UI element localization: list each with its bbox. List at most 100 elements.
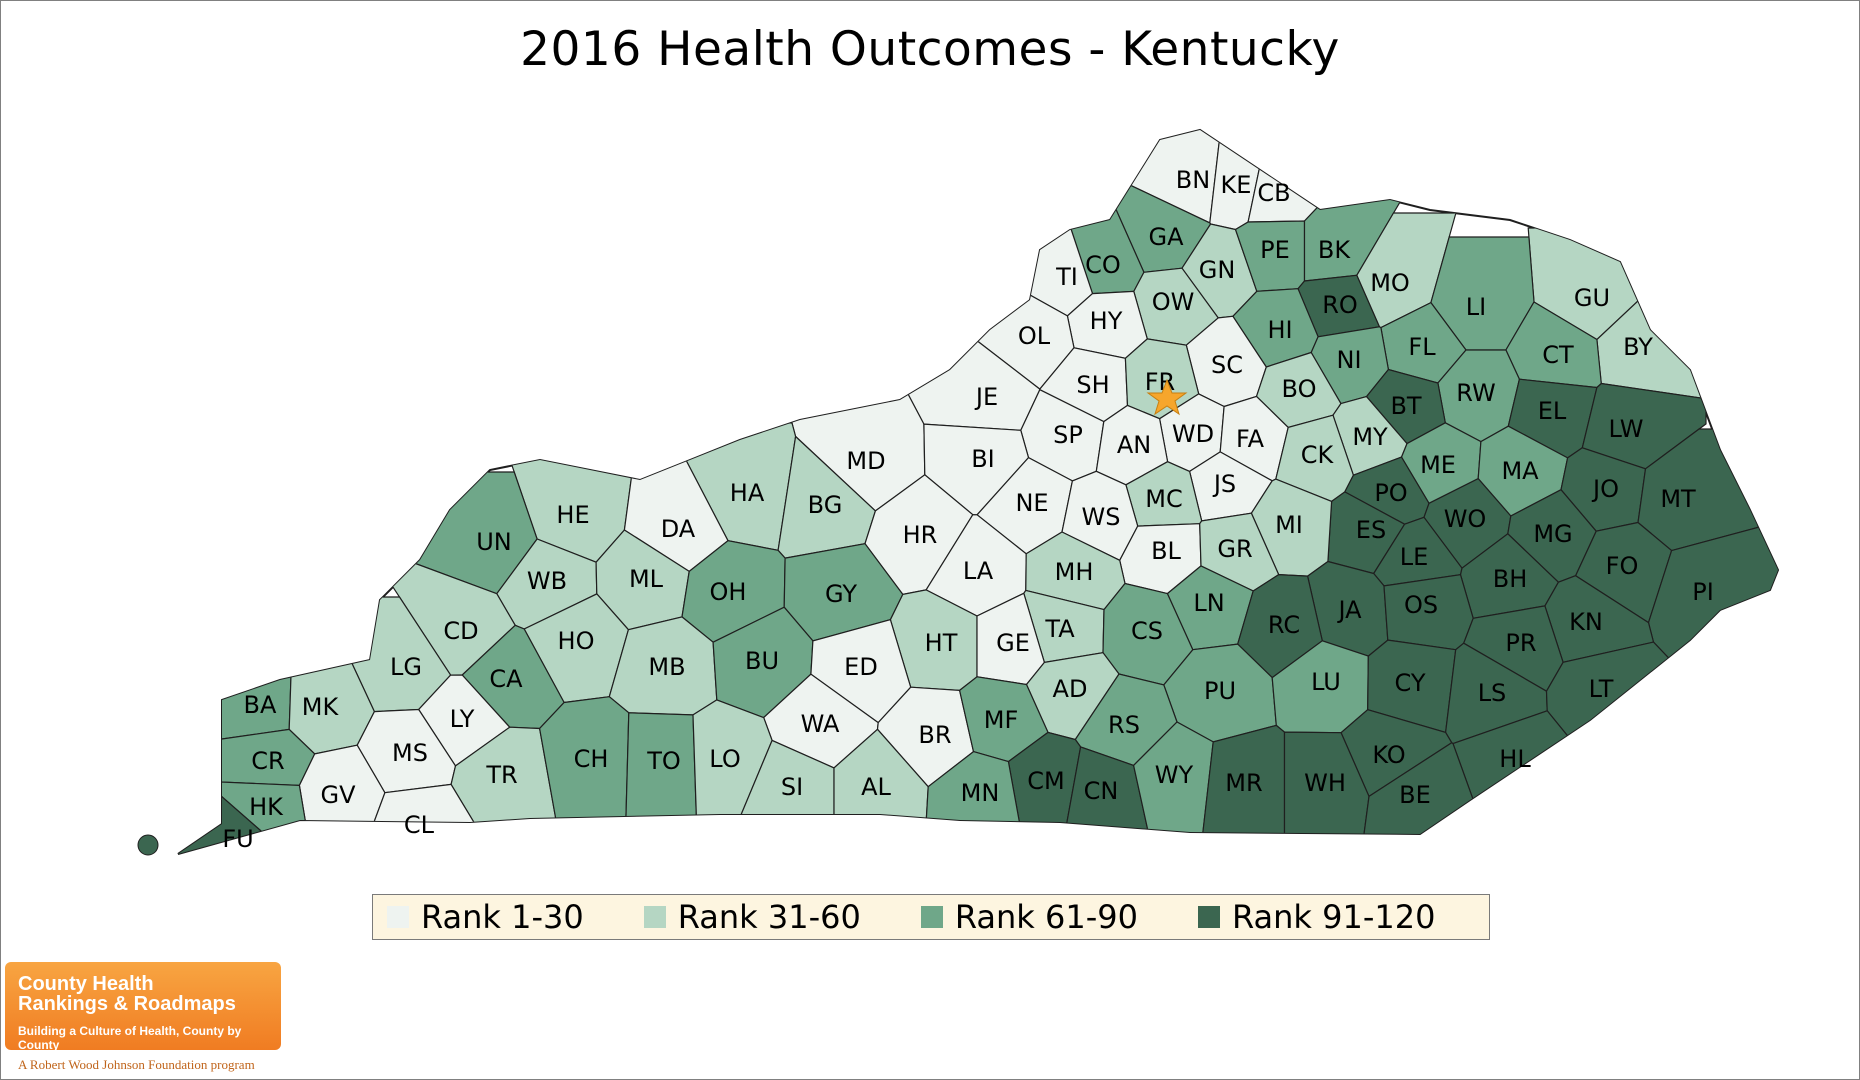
county-label-lt: LT	[1589, 675, 1614, 703]
county-label-fa: FA	[1236, 425, 1265, 453]
county-label-fu: FU	[222, 825, 253, 853]
legend-item-rank-61-90: Rank 61-90	[920, 898, 1138, 936]
county-label-el: EL	[1538, 397, 1567, 425]
county-label-gy: GY	[825, 580, 857, 608]
county-label-ed: ED	[844, 653, 878, 681]
county-label-ho: HO	[558, 627, 595, 655]
legend-label: Rank 91-120	[1231, 898, 1436, 936]
county-label-bk: BK	[1318, 236, 1351, 264]
county-label-pu: PU	[1204, 677, 1236, 705]
legend-item-rank-31-60: Rank 31-60	[643, 898, 861, 936]
county-label-bo: BO	[1282, 375, 1317, 403]
county-label-cr: CR	[251, 747, 284, 775]
state-capital-star-icon	[1146, 378, 1188, 416]
county-label-md: MD	[846, 447, 885, 475]
county-label-mo: MO	[1370, 269, 1410, 297]
county-label-ni: NI	[1336, 346, 1361, 374]
county-label-bt: BT	[1390, 392, 1421, 420]
county-label-ct: CT	[1542, 341, 1574, 369]
county-label-rc: RC	[1268, 611, 1300, 639]
county-label-kn: KN	[1569, 608, 1603, 636]
county-label-mc: MC	[1145, 485, 1182, 513]
county-ti[interactable]	[986, 206, 1094, 317]
county-label-mf: MF	[984, 706, 1019, 734]
county-label-cn: CN	[1084, 777, 1119, 805]
county-label-gu: GU	[1574, 284, 1610, 312]
county-label-wo: WO	[1444, 505, 1487, 533]
county-label-js: JS	[1212, 470, 1236, 498]
logo-tagline: Building a Culture of Health, County by …	[18, 1024, 242, 1052]
county-label-bl: BL	[1151, 537, 1181, 565]
county-health-rankings-logo[interactable]: County Health Rankings & Roadmaps Buildi…	[5, 962, 281, 1052]
county-label-my: MY	[1352, 423, 1388, 451]
legend-item-rank-91-120: Rank 91-120	[1197, 898, 1436, 936]
county-label-li: LI	[1466, 293, 1486, 321]
county-label-os: OS	[1404, 591, 1438, 619]
county-label-co: CO	[1085, 251, 1121, 279]
county-label-wy: WY	[1155, 761, 1194, 789]
county-label-la: LA	[963, 557, 994, 585]
county-label-ga: GA	[1148, 223, 1184, 251]
legend-swatch	[387, 906, 409, 928]
county-label-lg: LG	[390, 653, 422, 681]
county-label-gr: GR	[1217, 535, 1252, 563]
county-label-hi: HI	[1267, 316, 1292, 344]
county-label-ke: KE	[1221, 171, 1252, 199]
county-label-un: UN	[476, 528, 512, 556]
county-label-sp: SP	[1053, 421, 1083, 449]
map-legend: Rank 1-30 Rank 31-60 Rank 61-90 Rank 91-…	[372, 894, 1490, 940]
county-label-lo: LO	[709, 745, 740, 773]
county-label-mr: MR	[1225, 769, 1262, 797]
map-title: 2016 Health Outcomes - Kentucky	[520, 22, 1340, 77]
legend-label: Rank 31-60	[677, 898, 861, 936]
county-label-ca: CA	[489, 665, 523, 693]
legend-swatch	[643, 906, 666, 928]
county-label-ta: TA	[1044, 615, 1075, 643]
county-label-bi: BI	[971, 445, 995, 473]
county-label-ol: OL	[1018, 322, 1051, 350]
county-label-me: ME	[1420, 451, 1456, 479]
county-label-hr: HR	[903, 521, 938, 549]
county-label-ln: LN	[1193, 589, 1224, 617]
legend-label: Rank 61-90	[954, 898, 1138, 936]
county-label-bu: BU	[745, 647, 779, 675]
county-label-hk: HK	[249, 793, 284, 821]
county-label-cd: CD	[443, 617, 478, 645]
county-label-ha: HA	[730, 479, 765, 507]
county-label-ck: CK	[1301, 441, 1335, 469]
legend-swatch	[920, 906, 943, 928]
county-label-si: SI	[781, 773, 803, 801]
county-label-ti: TI	[1055, 263, 1078, 291]
legend-label: Rank 1-30	[421, 898, 584, 936]
county-label-mb: MB	[648, 653, 685, 681]
county-label-wh: WH	[1304, 769, 1346, 797]
logo-title-line2: Rankings & Roadmaps	[18, 993, 236, 1015]
legend-item-rank-1-30: Rank 1-30	[387, 898, 584, 936]
county-label-tr: TR	[485, 761, 517, 789]
county-label-cy: CY	[1395, 669, 1426, 697]
county-label-ad: AD	[1053, 675, 1088, 703]
county-label-lw: LW	[1609, 415, 1644, 443]
county-label-ge: GE	[996, 629, 1030, 657]
county-label-je: JE	[974, 383, 998, 411]
county-label-mi: MI	[1275, 511, 1303, 539]
county-label-le: LE	[1400, 543, 1429, 571]
county-label-mt: MT	[1660, 485, 1696, 513]
county-label-ht: HT	[925, 629, 958, 657]
county-label-cm: CM	[1027, 767, 1064, 795]
county-label-ly: LY	[450, 705, 475, 733]
county-label-sh: SH	[1076, 371, 1109, 399]
county-label-to: TO	[646, 747, 681, 775]
county-label-be: BE	[1399, 781, 1431, 809]
county-label-ow: OW	[1152, 288, 1195, 316]
county-label-jo: JO	[1591, 475, 1619, 503]
county-label-bh: BH	[1493, 565, 1528, 593]
county-label-ls: LS	[1478, 679, 1507, 707]
county-label-rs: RS	[1108, 711, 1140, 739]
county-label-hl: HL	[1499, 745, 1531, 773]
county-ba[interactable]	[179, 634, 294, 746]
county-label-fl: FL	[1408, 333, 1436, 361]
county-label-gv: GV	[320, 781, 356, 809]
county-label-gn: GN	[1199, 256, 1236, 284]
